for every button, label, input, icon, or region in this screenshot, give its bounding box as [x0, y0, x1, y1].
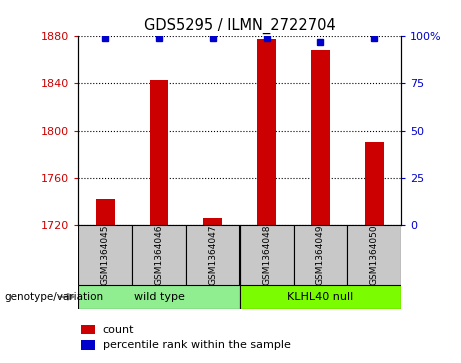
Bar — [240, 285, 401, 309]
Text: wild type: wild type — [134, 292, 184, 302]
Text: percentile rank within the sample: percentile rank within the sample — [102, 340, 290, 350]
Bar — [78, 285, 240, 309]
Text: GSM1364047: GSM1364047 — [208, 225, 217, 285]
Bar — [186, 225, 240, 285]
Bar — [81, 340, 95, 350]
Bar — [81, 325, 95, 334]
Bar — [365, 142, 384, 225]
Bar — [96, 199, 115, 225]
Bar — [294, 225, 347, 285]
Text: genotype/variation: genotype/variation — [5, 292, 104, 302]
Bar — [78, 225, 132, 285]
Text: GSM1364048: GSM1364048 — [262, 225, 271, 285]
Bar — [257, 38, 276, 225]
Bar — [311, 50, 330, 225]
Text: KLHL40 null: KLHL40 null — [287, 292, 354, 302]
Bar — [240, 225, 294, 285]
Bar — [347, 225, 401, 285]
Text: GSM1364049: GSM1364049 — [316, 225, 325, 285]
Bar — [203, 218, 222, 225]
Text: GSM1364045: GSM1364045 — [101, 225, 110, 285]
Bar — [150, 80, 168, 225]
Text: GSM1364046: GSM1364046 — [154, 225, 164, 285]
Bar — [132, 225, 186, 285]
Title: GDS5295 / ILMN_2722704: GDS5295 / ILMN_2722704 — [144, 17, 336, 33]
Text: GSM1364050: GSM1364050 — [370, 225, 378, 285]
Text: count: count — [102, 325, 134, 335]
